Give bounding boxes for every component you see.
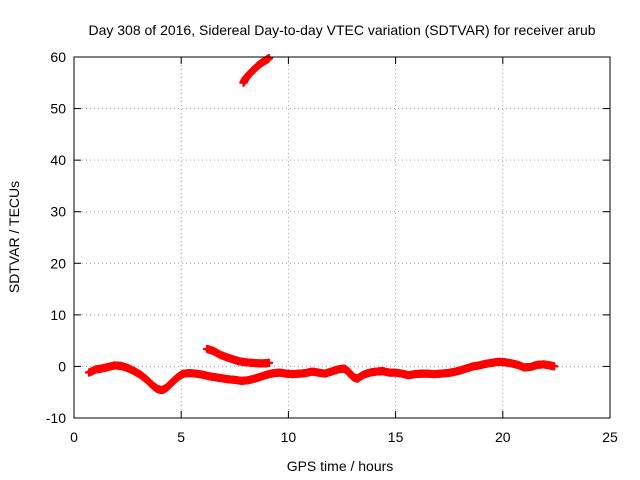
- data-point-marker: [265, 54, 274, 63]
- data-points: [85, 54, 559, 395]
- y-tick-label: 20: [50, 255, 66, 271]
- x-tick-label: 10: [281, 429, 297, 445]
- axis-ticks: [73, 56, 611, 419]
- y-axis-tick-labels: -10 0 10 20 30 40 50 60: [46, 49, 66, 426]
- y-tick-label: -10: [46, 410, 66, 426]
- y-tick-label: 30: [50, 204, 66, 220]
- chart-title: Day 308 of 2016, Sidereal Day-to-day VTE…: [88, 22, 595, 38]
- y-tick-label: 50: [50, 101, 66, 117]
- x-axis-label: GPS time / hours: [287, 458, 394, 474]
- series-high-arc: [239, 54, 274, 87]
- data-point-marker: [265, 358, 274, 367]
- x-axis-tick-labels: 0 5 10 15 20 25: [70, 429, 618, 445]
- series-main-trace: [85, 357, 559, 395]
- y-tick-label: 10: [50, 307, 66, 323]
- data-point-marker: [550, 362, 559, 371]
- x-tick-label: 15: [388, 429, 404, 445]
- x-tick-label: 5: [177, 429, 185, 445]
- y-tick-label: 0: [58, 358, 66, 374]
- y-axis-label: SDTVAR / TECUs: [6, 181, 22, 293]
- y-tick-label: 40: [50, 152, 66, 168]
- x-tick-label: 25: [602, 429, 618, 445]
- plot-border: [73, 56, 611, 419]
- x-tick-label: 20: [495, 429, 511, 445]
- x-tick-label: 0: [70, 429, 78, 445]
- y-tick-label: 60: [50, 49, 66, 65]
- series-secondary-arc: [202, 344, 274, 368]
